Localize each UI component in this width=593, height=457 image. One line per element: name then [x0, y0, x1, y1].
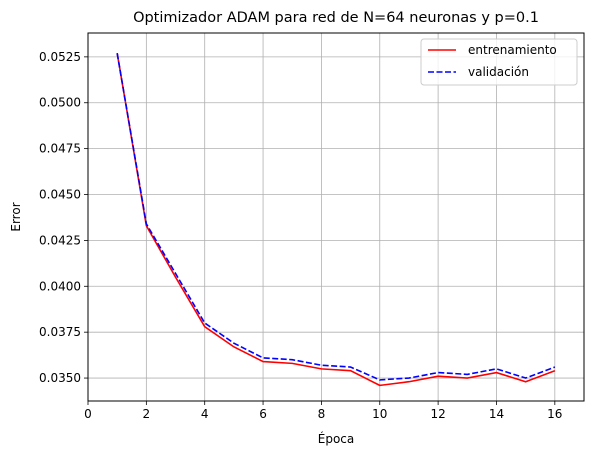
- legend-box: [420, 38, 578, 86]
- legend: entrenamiento validación: [420, 38, 578, 86]
- x-tick-label: 4: [201, 407, 209, 421]
- x-tick-label: 12: [430, 407, 445, 421]
- plot-frame: [87, 32, 585, 402]
- y-tick-label: 0.0500: [39, 96, 81, 110]
- series-lines: [116, 53, 556, 387]
- y-tick-label: 0.0350: [39, 371, 81, 385]
- y-tick-label: 0.0475: [39, 142, 81, 156]
- y-tick-label: 0.0375: [39, 325, 81, 339]
- y-tick-label: 0.0525: [39, 50, 81, 64]
- grid-lines: [87, 33, 584, 401]
- axis-ticks: 0 2 4 6 8 10 12 14 16 0.0350 0.0375 0.0400 0.0425 0.0…: [39, 50, 562, 421]
- y-tick-label: 0.0450: [39, 188, 81, 202]
- series-line-entrenamiento: [116, 53, 556, 387]
- x-axis-label: Época: [318, 431, 355, 446]
- x-tick-label: 14: [489, 407, 504, 421]
- x-tick-label: 6: [259, 407, 267, 421]
- legend-label-validacion: validación: [468, 65, 529, 79]
- y-tick-label: 0.0425: [39, 233, 81, 247]
- y-tick-label: 0.0400: [39, 279, 81, 293]
- x-tick-label: 0: [84, 407, 92, 421]
- y-axis-label: Error: [9, 202, 23, 231]
- chart-title: Optimizador ADAM para red de N=64 neuron…: [133, 10, 539, 26]
- x-tick-label: 10: [372, 407, 387, 421]
- x-tick-label: 8: [318, 407, 326, 421]
- x-tick-label: 2: [143, 407, 151, 421]
- legend-label-entrenamiento: entrenamiento: [468, 43, 557, 57]
- x-tick-label: 16: [547, 407, 562, 421]
- series-line-validacion: [116, 53, 556, 381]
